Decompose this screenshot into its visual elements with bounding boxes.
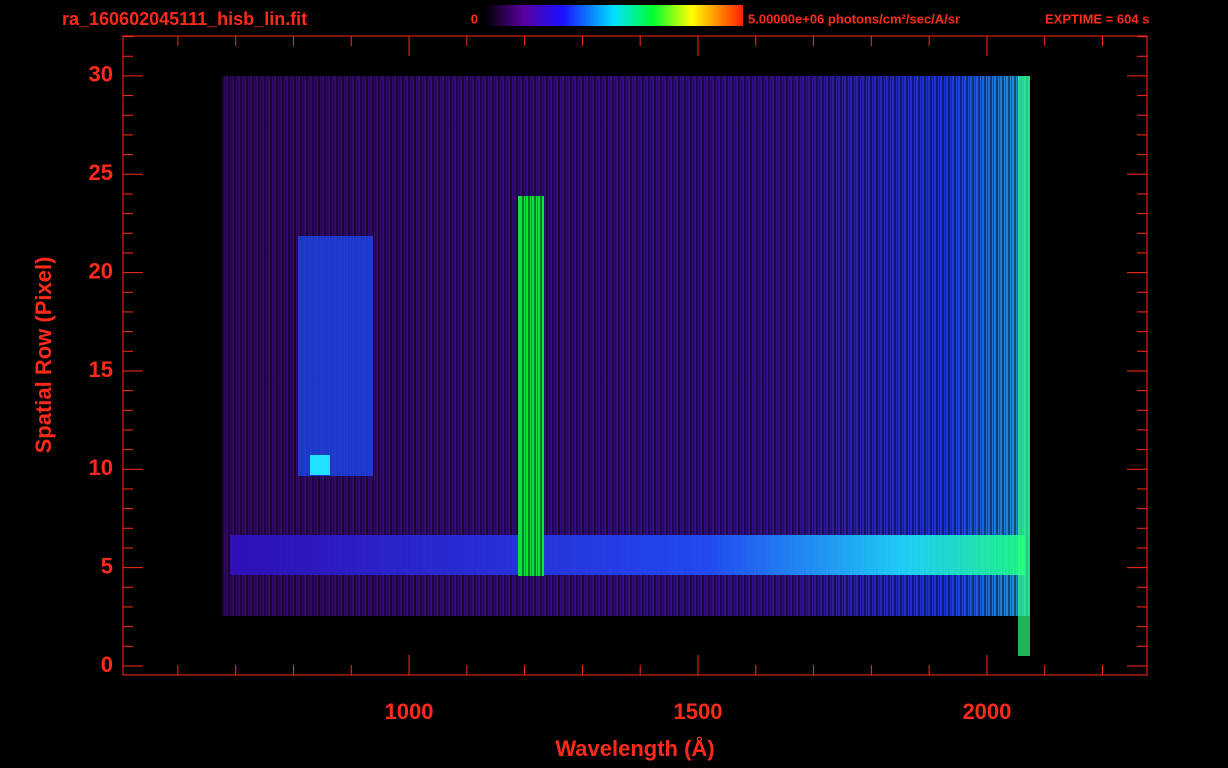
- x-tick-label: 1000: [385, 699, 434, 724]
- spectral-image: [222, 76, 1030, 656]
- y-tick-label: 25: [89, 160, 113, 185]
- colorbar: [485, 5, 743, 26]
- emission-spot: [310, 455, 330, 475]
- y-axis-title: Spatial Row (Pixel): [31, 257, 56, 454]
- colorbar-min: 0: [471, 11, 478, 26]
- y-tick-label: 5: [101, 553, 113, 578]
- exposure: EXPTIME = 604 s: [1045, 11, 1149, 26]
- plot-frame: [122, 35, 1148, 676]
- emission-line-noise: [520, 196, 542, 576]
- edge-band: [1018, 76, 1030, 656]
- x-axis-title: Wavelength (Å): [555, 735, 714, 761]
- y-tick-label: 0: [101, 652, 113, 677]
- colorbar-max: 5.00000e+06 photons/cm²/sec/A/sr: [748, 11, 960, 26]
- y-tick-label: 30: [89, 62, 113, 87]
- y-tick-label: 10: [89, 455, 113, 480]
- x-tick-label: 2000: [962, 699, 1011, 724]
- y-tick-label: 20: [89, 258, 113, 283]
- emission-blob: [298, 236, 373, 476]
- chart-title: ra_160602045111_hisb_lin.fit: [62, 9, 307, 29]
- x-tick-label: 1500: [674, 699, 723, 724]
- continuum-band: [230, 535, 1025, 575]
- y-tick-label: 15: [89, 357, 113, 382]
